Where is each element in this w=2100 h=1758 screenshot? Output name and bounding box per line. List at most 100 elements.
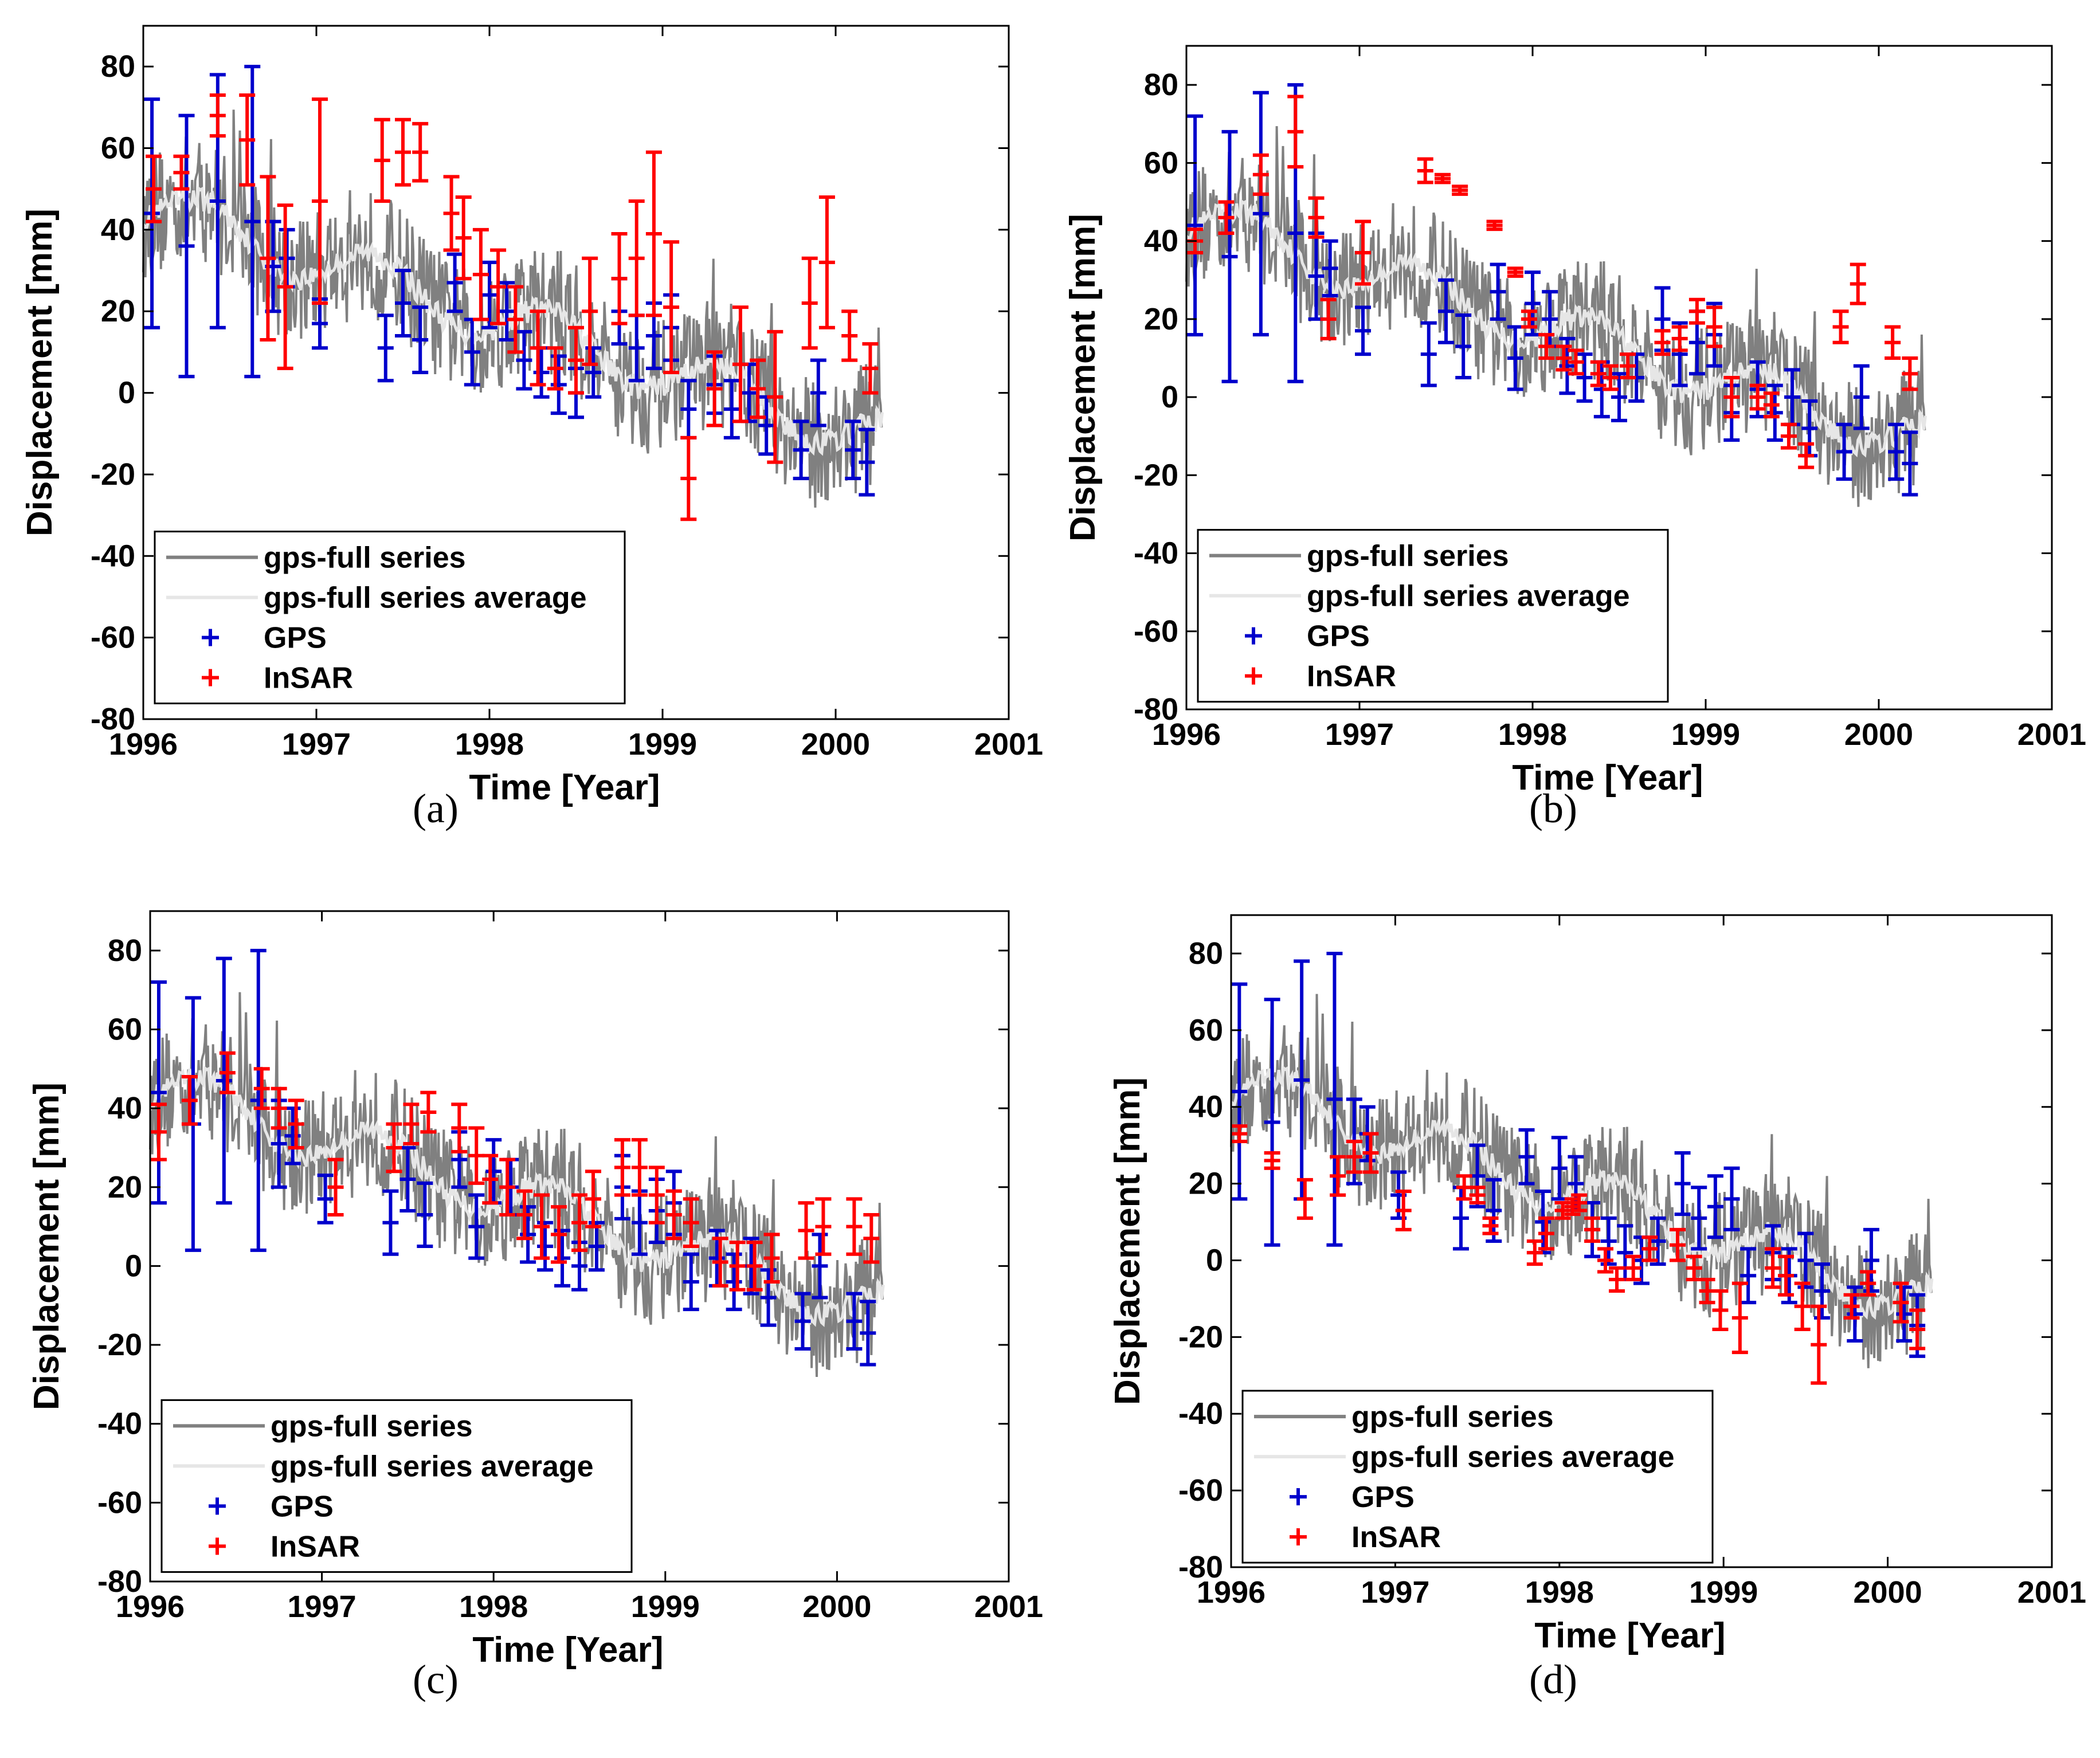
gps-point xyxy=(446,252,463,313)
insar-point xyxy=(482,1153,499,1205)
gps-point xyxy=(760,1268,777,1327)
gps-point xyxy=(265,219,281,313)
insar-point xyxy=(395,117,411,187)
y-tick-label: 80 xyxy=(101,49,135,84)
insar-point xyxy=(1712,1289,1729,1331)
gps-point xyxy=(1322,239,1338,297)
gps-point xyxy=(845,419,861,481)
gps-point xyxy=(250,948,267,1252)
y-tick-label: 80 xyxy=(1144,68,1178,102)
gps-point xyxy=(417,1181,433,1248)
panel-caption: (b) xyxy=(1529,786,1577,831)
gps-point xyxy=(723,379,740,440)
insar-point xyxy=(1811,1304,1827,1385)
legend-label: gps-full series average xyxy=(1351,1441,1675,1474)
gps-point xyxy=(377,313,394,383)
gps-point xyxy=(520,1205,536,1264)
gps-point xyxy=(1355,305,1372,356)
insar-point xyxy=(1778,1254,1795,1297)
insar-point xyxy=(614,1138,630,1197)
insar-point xyxy=(846,1197,863,1256)
gps-point xyxy=(1797,1231,1814,1289)
x-tick-label: 1999 xyxy=(1671,717,1740,752)
x-axis-label: Time [Year] xyxy=(1534,1616,1725,1655)
insar-point xyxy=(663,240,680,374)
y-tick-label: -20 xyxy=(91,457,135,492)
gps-point xyxy=(1507,325,1523,391)
gps-point xyxy=(680,379,697,440)
insar-point xyxy=(1538,333,1555,360)
insar-point xyxy=(260,175,276,342)
gps-point xyxy=(1486,1178,1502,1243)
insar-point xyxy=(1860,1270,1876,1297)
insar-point xyxy=(1252,153,1269,196)
gps-point xyxy=(1749,360,1766,419)
gps-point xyxy=(1308,231,1325,321)
insar-point xyxy=(1670,1227,1686,1262)
insar-point xyxy=(277,203,293,370)
x-tick-label: 1998 xyxy=(455,727,524,762)
gps-point xyxy=(859,427,875,497)
gps-point xyxy=(1781,1247,1797,1305)
insar-point xyxy=(1688,297,1705,325)
insar-point xyxy=(1320,297,1337,340)
gps-point xyxy=(395,269,411,338)
y-tick-label: 60 xyxy=(108,1012,142,1046)
insar-point xyxy=(451,1102,468,1153)
gps-point xyxy=(1633,1235,1650,1285)
x-tick-label: 2001 xyxy=(2017,1575,2086,1610)
insar-point xyxy=(312,97,328,305)
gps-point xyxy=(1559,336,1576,395)
insar-point xyxy=(1571,1193,1588,1212)
gps-point xyxy=(150,980,167,1205)
x-tick-label: 2000 xyxy=(802,1590,871,1624)
y-tick-label: 20 xyxy=(101,294,135,328)
legend-label: GPS xyxy=(264,622,327,655)
gps-point xyxy=(860,1300,876,1367)
insar-point xyxy=(1452,185,1468,196)
legend-label: gps-full series xyxy=(271,1410,473,1443)
insar-point xyxy=(1699,1277,1715,1305)
y-tick-label: -60 xyxy=(91,621,135,655)
gps-point xyxy=(1784,368,1800,426)
legend-label: gps-full series xyxy=(1351,1400,1554,1434)
insar-point xyxy=(1723,376,1740,419)
insar-point xyxy=(499,1157,516,1217)
insar-point xyxy=(472,227,489,321)
insar-point xyxy=(455,195,472,281)
insar-point xyxy=(150,1102,167,1161)
gps-point xyxy=(683,1252,699,1312)
insar-point xyxy=(683,1197,699,1248)
gps-point xyxy=(812,1233,828,1300)
insar-point xyxy=(146,154,162,223)
gps-point xyxy=(1766,383,1783,442)
y-tick-label: -40 xyxy=(97,1407,142,1441)
insar-point xyxy=(403,1102,420,1146)
gps-full-series-line xyxy=(142,109,883,508)
insar-point xyxy=(680,435,697,521)
gps-point xyxy=(1438,278,1454,344)
insar-point xyxy=(547,346,563,391)
y-tick-label: 20 xyxy=(1144,302,1178,336)
insar-point xyxy=(1902,356,1918,391)
insar-point xyxy=(1763,391,1780,419)
insar-point xyxy=(490,248,507,325)
plot-area xyxy=(142,25,1010,720)
gps-average-line xyxy=(1185,198,1927,458)
legend-box xyxy=(1197,529,1669,703)
insar-point xyxy=(648,1166,665,1225)
insar-point xyxy=(288,1098,304,1149)
gps-point xyxy=(846,1292,863,1351)
gps-point xyxy=(631,1189,648,1256)
gps-point xyxy=(1909,1293,1926,1358)
gps-full-series-line xyxy=(1230,994,1933,1368)
insar-point xyxy=(1469,1186,1486,1205)
gps-point xyxy=(1469,1143,1486,1208)
gps-point xyxy=(810,358,826,427)
legend-label: gps-full series average xyxy=(271,1450,594,1483)
gps-point xyxy=(706,354,723,415)
insar-point xyxy=(1434,172,1451,185)
